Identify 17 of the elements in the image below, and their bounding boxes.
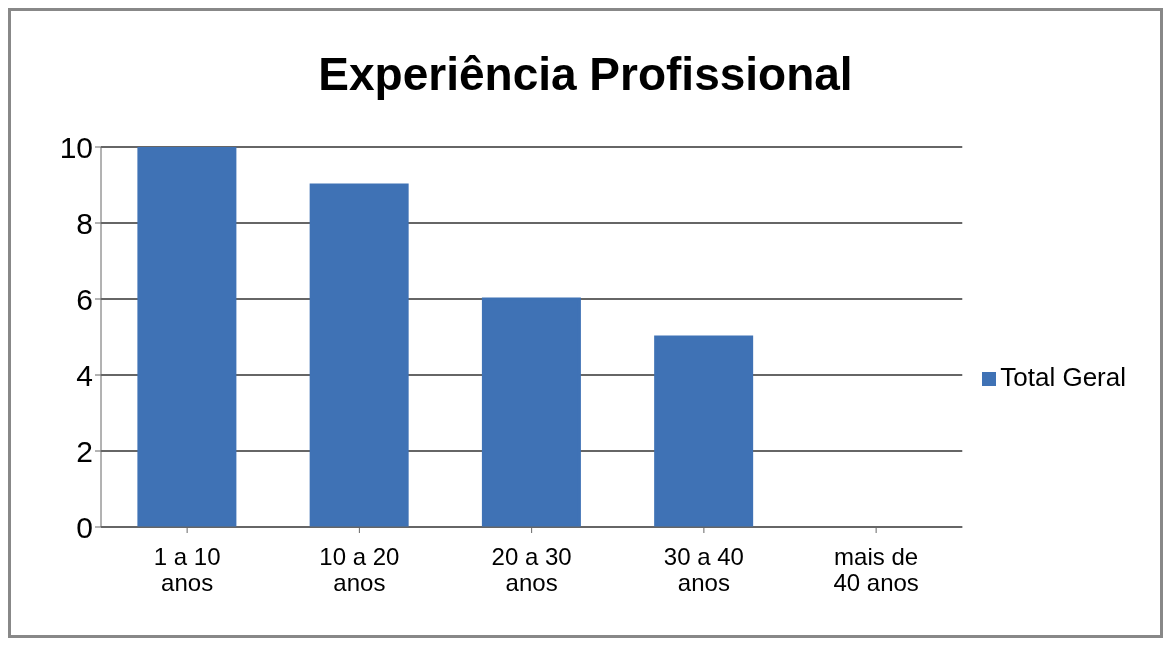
bar <box>481 297 581 527</box>
y-tick-label: 0 <box>76 510 93 544</box>
chart-title: Experiência Profissional <box>317 47 854 102</box>
bar <box>309 183 409 527</box>
legend-label: Total Geral <box>1000 361 1126 392</box>
bar <box>137 147 237 527</box>
y-tick-label: 6 <box>76 282 93 316</box>
y-tick-label: 2 <box>76 434 93 468</box>
x-tick-label: 20 a 30 anos <box>491 542 572 596</box>
y-tick-label: 8 <box>76 206 93 240</box>
y-tick-label: 10 <box>59 130 93 164</box>
bar <box>654 335 754 527</box>
x-tick-label: mais de 40 anos <box>833 542 919 596</box>
x-tick-label: 10 a 20 anos <box>319 542 400 596</box>
y-tick-label: 4 <box>76 358 93 392</box>
x-tick-label: 1 a 10 anos <box>153 542 221 596</box>
x-tick-label: 30 a 40 anos <box>663 542 744 596</box>
